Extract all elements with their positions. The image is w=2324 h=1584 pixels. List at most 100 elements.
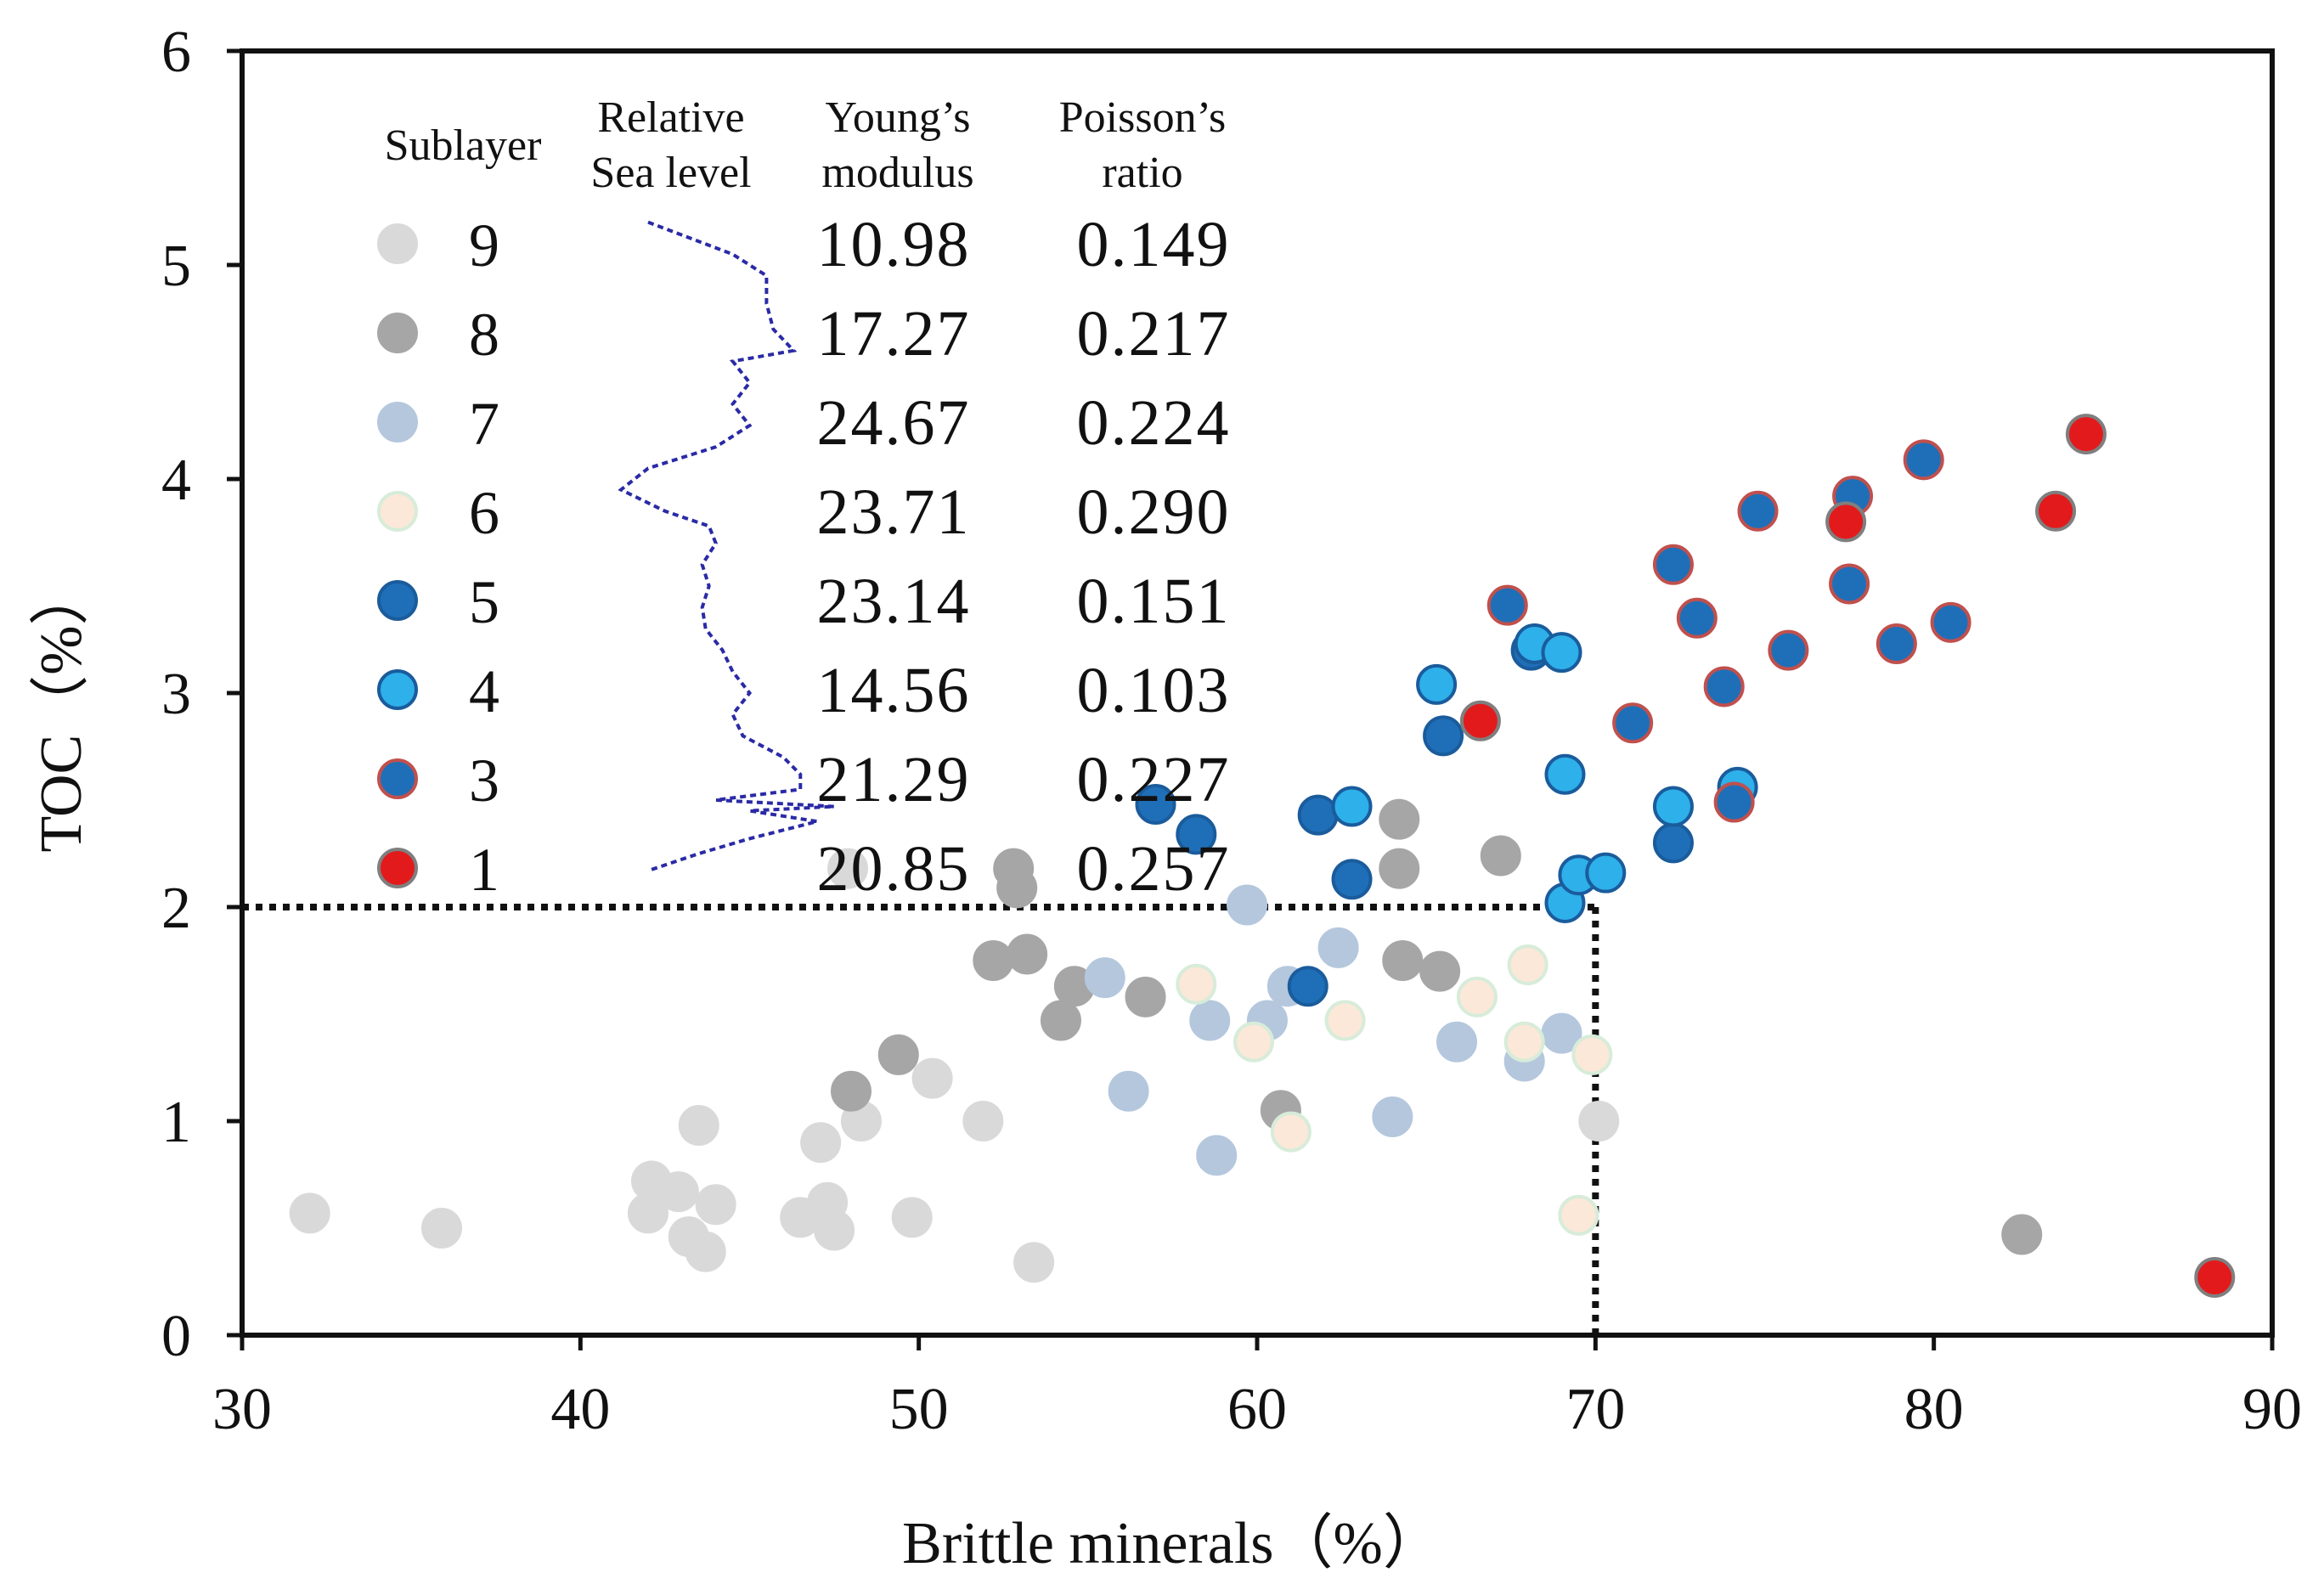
data-point-sublayer-9 bbox=[911, 1057, 953, 1099]
data-point-sublayer-9 bbox=[827, 848, 869, 889]
data-point-sublayer-8 bbox=[996, 867, 1038, 909]
y-tick-label: 6 bbox=[161, 20, 191, 85]
data-point-sublayer-3 bbox=[1930, 601, 1971, 643]
data-point-sublayer-9 bbox=[814, 1209, 855, 1251]
axes: 30 40 50 60 70 80 90 0 1 2 3 4 5 6 Brittle minerals（%）… bbox=[29, 20, 2302, 1576]
data-point-sublayer-3 bbox=[1486, 584, 1528, 626]
data-point-sublayer-3 bbox=[1612, 702, 1654, 744]
series-sublayer-3 bbox=[1486, 439, 1971, 823]
legend-youngs-modulus-value: 21.29 bbox=[817, 744, 971, 815]
legend-header-sublayer: Sublayer bbox=[385, 121, 542, 170]
legend-sublayer-label: 5 bbox=[469, 568, 499, 636]
data-point-sublayer-7 bbox=[1436, 1021, 1478, 1063]
data-point-sublayer-6 bbox=[1571, 1034, 1613, 1075]
data-point-sublayer-9 bbox=[891, 1197, 933, 1238]
data-point-sublayer-6 bbox=[1507, 944, 1548, 986]
legend-youngs-modulus-value: 10.98 bbox=[817, 209, 971, 280]
data-point-sublayer-4 bbox=[1541, 632, 1582, 674]
legend-youngs-modulus-value: 24.67 bbox=[817, 387, 971, 459]
data-point-sublayer-6 bbox=[1456, 976, 1498, 1017]
data-point-sublayer-3 bbox=[1676, 597, 1718, 639]
data-point-sublayer-8 bbox=[1382, 940, 1424, 981]
y-tick-label: 3 bbox=[161, 662, 191, 727]
legend-header-poissons-ratio: Poisson’s bbox=[1059, 93, 1227, 142]
legend-youngs-modulus-value: 23.14 bbox=[817, 566, 971, 637]
series-sublayer-6 bbox=[1176, 944, 1613, 1236]
data-point-sublayer-7 bbox=[1108, 1070, 1149, 1112]
y-tick-label: 2 bbox=[161, 876, 191, 941]
legend-youngs-modulus-value: 23.71 bbox=[817, 476, 971, 548]
legend: Sublayer Relative Sea level Young’s modulus P… bbox=[377, 93, 1231, 905]
data-point-sublayer-6 bbox=[1558, 1194, 1599, 1236]
sea-level-curve bbox=[618, 220, 835, 873]
legend-sublayer-label: 7 bbox=[469, 390, 499, 458]
data-point-sublayer-9 bbox=[962, 1101, 1004, 1141]
data-point-sublayer-4 bbox=[1331, 786, 1373, 827]
data-point-sublayer-5 bbox=[1176, 814, 1217, 855]
data-points bbox=[289, 414, 2236, 1298]
data-point-sublayer-5 bbox=[1135, 784, 1176, 826]
data-point-sublayer-8 bbox=[1419, 950, 1461, 992]
data-point-sublayer-3 bbox=[1737, 490, 1779, 532]
legend-marker-sublayer-4 bbox=[377, 669, 418, 710]
data-point-sublayer-9 bbox=[695, 1184, 736, 1226]
data-point-sublayer-8 bbox=[973, 940, 1014, 981]
data-point-sublayer-9 bbox=[800, 1122, 842, 1164]
data-point-sublayer-1 bbox=[2194, 1256, 2236, 1298]
data-point-sublayer-5 bbox=[1287, 966, 1328, 1007]
x-tick-label: 60 bbox=[1227, 1377, 1287, 1442]
data-point-sublayer-8 bbox=[1007, 933, 1048, 975]
x-tick-label: 70 bbox=[1565, 1377, 1625, 1442]
data-point-sublayer-7 bbox=[1317, 927, 1359, 968]
legend-sublayer-label: 6 bbox=[469, 479, 499, 547]
data-point-sublayer-8 bbox=[1379, 848, 1420, 889]
data-point-sublayer-3 bbox=[1652, 544, 1694, 585]
legend-youngs-modulus-value: 17.27 bbox=[817, 298, 971, 369]
legend-header-sea-level: Relative bbox=[597, 93, 744, 142]
data-point-sublayer-4 bbox=[1585, 852, 1627, 893]
y-tick-label: 5 bbox=[161, 234, 191, 299]
legend-poissons-ratio-value: 0.257 bbox=[1077, 833, 1231, 905]
data-point-sublayer-7 bbox=[1372, 1096, 1413, 1137]
data-point-sublayer-8 bbox=[877, 1034, 919, 1075]
data-point-sublayer-3 bbox=[1903, 439, 1944, 481]
data-point-sublayer-1 bbox=[2035, 490, 2077, 532]
data-point-sublayer-5 bbox=[1652, 822, 1694, 864]
legend-marker-sublayer-5 bbox=[377, 580, 418, 621]
data-point-sublayer-9 bbox=[1578, 1101, 1620, 1141]
data-point-sublayer-9 bbox=[678, 1105, 719, 1147]
legend-header-youngs-modulus: modulus bbox=[821, 149, 973, 197]
legend-sublayer-label: 4 bbox=[469, 657, 499, 725]
data-point-sublayer-3 bbox=[1829, 563, 1870, 605]
data-point-sublayer-1 bbox=[1825, 501, 1867, 543]
data-point-sublayer-3 bbox=[1703, 666, 1745, 707]
legend-header-youngs-modulus: Young’s bbox=[825, 93, 970, 142]
legend-marker-sublayer-8 bbox=[377, 313, 418, 353]
legend-poissons-ratio-value: 0.217 bbox=[1077, 298, 1231, 369]
data-point-sublayer-1 bbox=[2065, 414, 2107, 455]
legend-header-sea-level: Sea level bbox=[590, 149, 751, 197]
data-point-sublayer-6 bbox=[1270, 1111, 1311, 1153]
data-point-sublayer-3 bbox=[1876, 623, 1917, 665]
data-point-sublayer-9 bbox=[289, 1192, 330, 1234]
x-tick-label: 90 bbox=[2242, 1377, 2302, 1442]
x-tick-label: 50 bbox=[889, 1377, 949, 1442]
data-point-sublayer-8 bbox=[831, 1070, 872, 1112]
data-point-sublayer-6 bbox=[1324, 1000, 1366, 1041]
data-point-sublayer-3 bbox=[1713, 781, 1755, 823]
sea-level-curve-group bbox=[618, 220, 835, 873]
legend-poissons-ratio-value: 0.149 bbox=[1077, 209, 1231, 280]
x-tick-label: 80 bbox=[1904, 1377, 1964, 1442]
data-point-sublayer-9 bbox=[685, 1231, 726, 1272]
x-axis-title: Brittle minerals（%） bbox=[902, 1511, 1442, 1576]
legend-header-poissons-ratio: ratio bbox=[1102, 149, 1182, 197]
data-point-sublayer-5 bbox=[1423, 715, 1464, 757]
legend-poissons-ratio-value: 0.227 bbox=[1077, 744, 1231, 815]
data-point-sublayer-6 bbox=[1176, 963, 1217, 1005]
legend-sublayer-label: 9 bbox=[469, 211, 499, 279]
legend-marker-sublayer-9 bbox=[377, 223, 418, 264]
legend-marker-sublayer-3 bbox=[377, 758, 418, 799]
x-tick-label: 30 bbox=[212, 1377, 272, 1442]
data-point-sublayer-7 bbox=[1541, 1012, 1582, 1054]
data-point-sublayer-8 bbox=[2001, 1214, 2043, 1255]
